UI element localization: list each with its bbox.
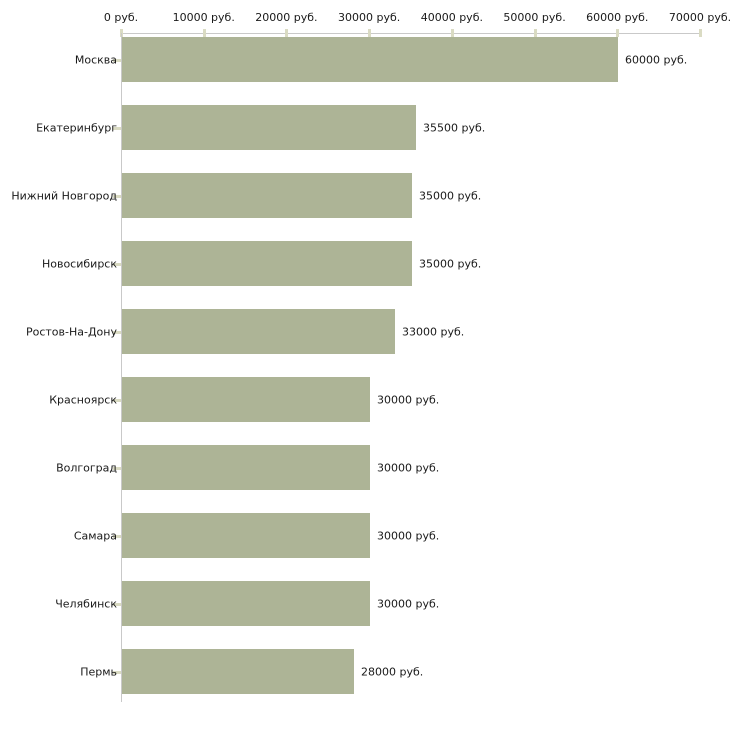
x-axis-tick — [699, 29, 702, 37]
value-label: 30000 руб. — [377, 393, 440, 406]
y-axis-tick — [113, 330, 121, 334]
bar — [122, 513, 370, 558]
y-axis-tick — [113, 194, 121, 198]
category-label: Москва — [74, 53, 117, 66]
category-label: Екатеринбург — [36, 121, 117, 134]
category-label: Челябинск — [55, 597, 117, 610]
category-label: Ростов-На-Дону — [25, 325, 117, 338]
x-axis-tick-label: 20000 руб. — [255, 11, 318, 24]
x-axis-tick-label: 60000 руб. — [586, 11, 649, 24]
bar — [122, 37, 618, 82]
value-label: 30000 руб. — [377, 597, 440, 610]
category-label: Нижний Новгород — [11, 189, 117, 202]
category-label: Самара — [73, 529, 117, 542]
value-label: 28000 руб. — [361, 665, 424, 678]
x-axis-tick-label: 70000 руб. — [668, 11, 730, 24]
x-axis-line — [121, 33, 700, 34]
x-axis-tick-label: 50000 руб. — [503, 11, 566, 24]
bar — [122, 173, 412, 218]
y-axis-tick — [113, 126, 121, 130]
y-axis-tick — [113, 602, 121, 606]
bar — [122, 445, 370, 490]
x-axis-tick-label: 30000 руб. — [338, 11, 401, 24]
bar — [122, 241, 412, 286]
bar — [122, 105, 416, 150]
bar — [122, 377, 370, 422]
y-axis-tick — [113, 58, 121, 62]
y-axis-line — [121, 33, 122, 702]
x-axis-tick-label: 10000 руб. — [172, 11, 235, 24]
y-axis-tick — [113, 398, 121, 402]
x-axis-tick-label: 0 руб. — [103, 11, 139, 24]
x-axis-tick-label: 40000 руб. — [420, 11, 483, 24]
value-label: 35000 руб. — [419, 189, 482, 202]
bar — [122, 649, 354, 694]
x-axis-tick — [285, 29, 289, 37]
category-label: Новосибирск — [41, 257, 117, 270]
value-label: 35500 руб. — [423, 121, 486, 134]
x-axis-tick — [368, 29, 372, 37]
x-axis-tick — [202, 29, 206, 37]
value-label: 33000 руб. — [402, 325, 465, 338]
value-label: 30000 руб. — [377, 461, 440, 474]
value-label: 60000 руб. — [625, 53, 688, 66]
value-label: 30000 руб. — [377, 529, 440, 542]
x-axis-tick — [450, 29, 454, 37]
category-label: Волгоград — [56, 461, 117, 474]
bar — [122, 309, 395, 354]
x-axis-tick — [616, 29, 620, 37]
y-axis-tick — [113, 262, 121, 266]
x-axis-tick — [533, 29, 537, 37]
y-axis-tick — [113, 466, 121, 470]
y-axis-tick — [113, 534, 121, 538]
value-label: 35000 руб. — [419, 257, 482, 270]
bar — [122, 581, 370, 626]
y-axis-tick — [113, 670, 121, 674]
category-label: Красноярск — [49, 393, 117, 406]
category-label: Пермь — [80, 665, 117, 678]
